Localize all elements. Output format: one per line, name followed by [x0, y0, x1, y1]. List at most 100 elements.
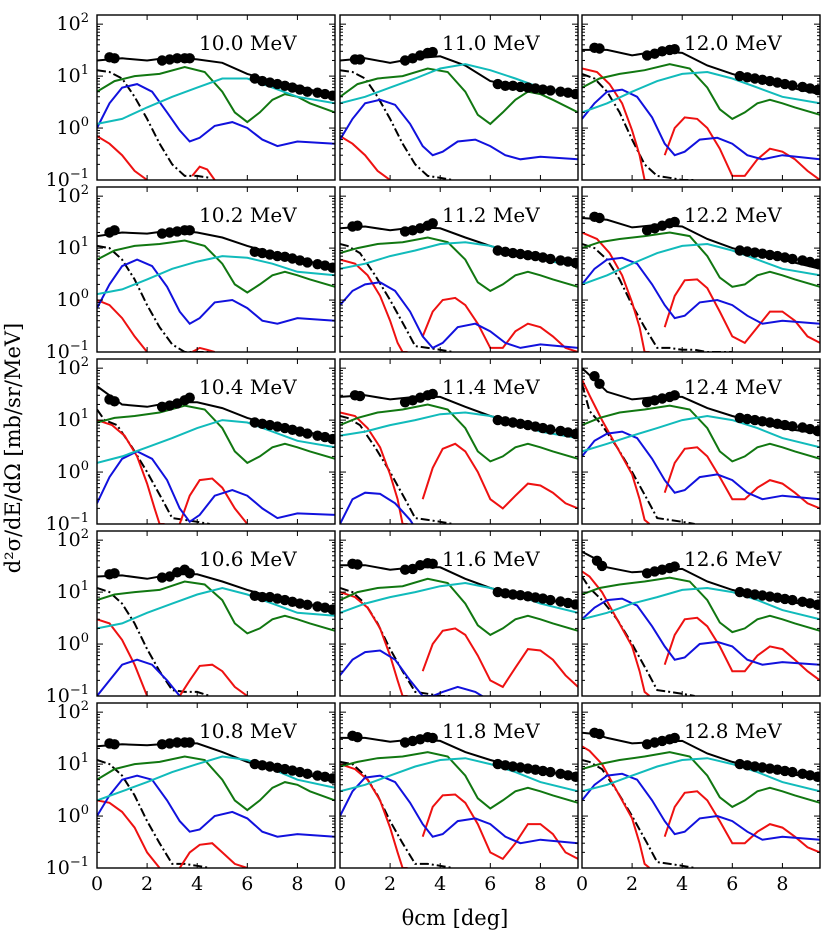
curve-l-3: [97, 580, 335, 635]
curve-l-2: [340, 774, 578, 845]
data-point: [109, 396, 120, 407]
curve-l-1: [582, 745, 651, 868]
curve-l-2: [582, 597, 820, 666]
subplot-5: 11.0 MeV: [339, 14, 579, 181]
curve-l-1: [421, 793, 578, 861]
x-tick-label: 0: [91, 873, 103, 895]
axes-frame: [339, 14, 579, 181]
curve-l-2: [340, 98, 578, 161]
curve-l-4: [582, 242, 820, 286]
x-tick-label: 6: [484, 873, 496, 895]
plot-area: [97, 564, 335, 696]
y-tick-label: 100: [57, 459, 89, 483]
data-point: [507, 589, 519, 600]
curve-l-1: [97, 135, 148, 180]
data-point: [812, 84, 820, 96]
data-point: [545, 85, 556, 96]
data-point: [669, 561, 680, 572]
curve-l-2: [340, 281, 578, 350]
curve-l-0: [582, 575, 695, 696]
subplot-11: 12.2 MeV: [581, 186, 821, 353]
curve-l-2: [97, 774, 335, 838]
energy-label: 11.6 MeV: [442, 547, 540, 571]
curve-l-1: [582, 231, 650, 352]
y-tick-label: 10−1: [46, 167, 89, 191]
curve-l-2: [340, 649, 484, 696]
curve-l-3: [582, 63, 820, 121]
data-point: [594, 728, 605, 740]
curve-l-2: [97, 83, 335, 148]
data-point: [399, 564, 411, 575]
axes-frame: [96, 14, 336, 181]
axes-frame: [96, 530, 336, 697]
curve-l-3: [582, 751, 820, 809]
energy-label: 12.6 MeV: [684, 547, 782, 571]
data-point: [327, 262, 335, 273]
curve-l-1: [97, 618, 149, 696]
axes-frame: [581, 186, 821, 353]
energy-label: 10.6 MeV: [199, 547, 297, 571]
subplot-13: 12.6 MeV: [581, 530, 821, 697]
curve-l-2: [582, 772, 820, 841]
curve-l-4: [97, 255, 335, 296]
curve-l-0: [340, 587, 453, 696]
plot-area: [97, 385, 335, 524]
data-point: [545, 253, 556, 265]
data-point: [787, 421, 798, 432]
plot-area: [582, 727, 820, 868]
data-point: [545, 594, 556, 606]
y-tick-label: 101: [57, 579, 89, 603]
data-point: [156, 228, 168, 239]
data-point: [669, 390, 680, 401]
curve-l-1: [421, 442, 578, 510]
data-point: [427, 388, 438, 400]
axes-frame: [581, 358, 821, 525]
data-point: [109, 739, 120, 750]
data-point: [302, 428, 313, 439]
curve-l-3: [340, 403, 578, 463]
data-point: [427, 46, 438, 58]
plot-area: [97, 737, 335, 868]
data-point: [184, 53, 195, 64]
curve-l-4: [582, 586, 820, 621]
x-tick-label: 8: [534, 873, 546, 895]
data-point: [172, 53, 183, 64]
axes-frame: [581, 702, 821, 869]
curve-l-2: [97, 658, 181, 696]
data-point: [327, 604, 335, 615]
data-point: [570, 88, 578, 100]
curve-l-0: [97, 587, 211, 696]
data-point: [172, 737, 183, 748]
curve-l-0: [340, 760, 453, 868]
data-point: [570, 428, 578, 440]
x-tick-label: 4: [676, 873, 688, 895]
data-point: [545, 766, 556, 778]
curve-l-1: [97, 299, 148, 352]
x-tick-label: 8: [291, 873, 303, 895]
curve-l-2: [582, 88, 820, 161]
curve-l-4: [582, 757, 820, 793]
data-point: [302, 599, 313, 610]
plot-area: [340, 388, 578, 524]
data-point: [570, 257, 578, 269]
curve-l-0: [582, 72, 695, 180]
curve-l-3: [582, 576, 820, 634]
curve-l-0: [582, 383, 695, 524]
curve-l-3: [340, 67, 578, 126]
curve-l-1: [191, 165, 216, 180]
data-point: [354, 390, 366, 402]
data-point: [545, 424, 556, 435]
curve-l-1: [340, 763, 408, 868]
y-tick-label: 10−1: [46, 855, 89, 879]
y-tick-label: 101: [57, 63, 89, 87]
energy-label: 10.4 MeV: [199, 375, 297, 399]
data-point: [812, 771, 820, 782]
curve-l-4: [582, 70, 820, 114]
curve-l-4: [97, 77, 335, 125]
curve-l-1: [421, 627, 578, 689]
data-point: [327, 90, 335, 101]
subplot-7: 11.4 MeV: [339, 358, 579, 525]
y-tick-label: 102: [57, 183, 89, 207]
data-point: [787, 594, 798, 606]
energy-label: 11.0 MeV: [442, 31, 540, 55]
